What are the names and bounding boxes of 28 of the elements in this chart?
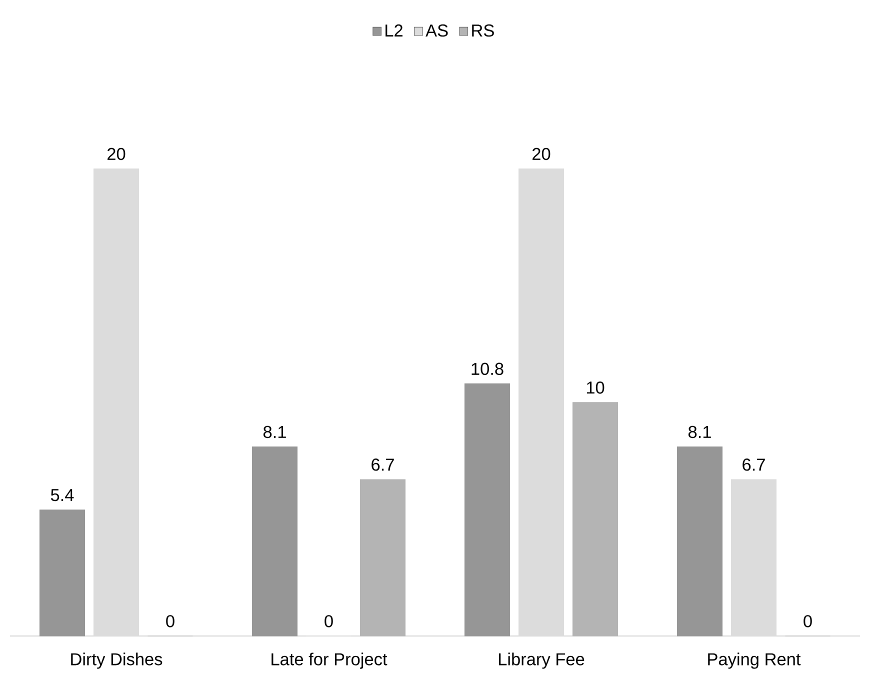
data-label: 8.1 — [688, 426, 711, 438]
data-label: 0 — [324, 615, 333, 628]
legend-label: L2 — [386, 24, 402, 36]
data-label: 10.8 — [472, 362, 504, 376]
data-label: 5.4 — [50, 489, 74, 502]
x-tick-label: Paying Rent — [708, 652, 801, 669]
bar — [93, 168, 140, 636]
bar — [39, 510, 86, 636]
x-tick-label: Library Fee — [499, 652, 584, 669]
data-label: 8.1 — [264, 426, 286, 438]
bar — [572, 402, 618, 636]
bar — [252, 446, 298, 636]
data-label: 10 — [586, 381, 604, 394]
legend-label: RS — [472, 24, 494, 37]
bar — [518, 168, 564, 636]
x-tick-label: Late for Project — [272, 652, 388, 669]
data-label: 20 — [532, 148, 550, 160]
data-label: 6.7 — [742, 458, 765, 471]
bar — [676, 446, 723, 636]
data-label: 20 — [108, 148, 126, 160]
bar — [360, 479, 406, 636]
bar — [730, 479, 777, 636]
legend-label: AS — [426, 24, 448, 37]
bar — [464, 383, 510, 636]
data-label: 0 — [166, 615, 174, 628]
data-label: 0 — [804, 615, 812, 628]
x-tick-label: Dirty Dishes — [71, 652, 162, 669]
data-label: 6.7 — [372, 458, 394, 471]
